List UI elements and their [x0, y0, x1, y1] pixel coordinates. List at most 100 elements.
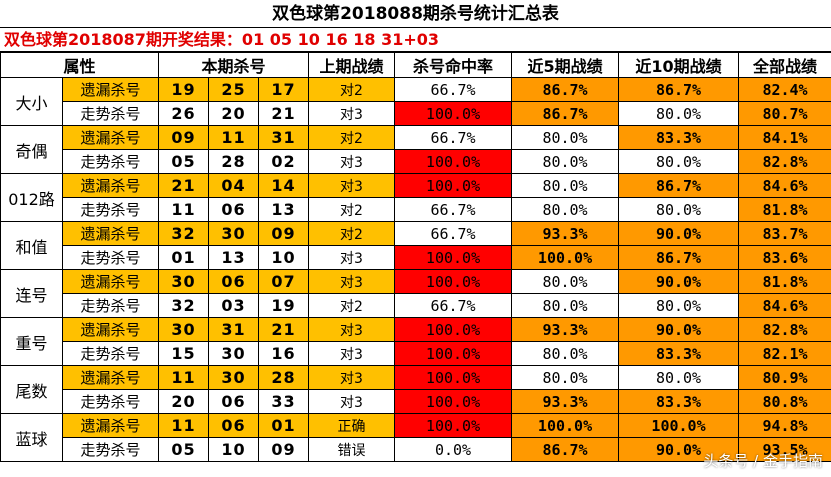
last5-cell: 80.0% — [511, 197, 620, 222]
kill-number-cell: 30 — [158, 317, 210, 342]
kill-number-cell: 32 — [158, 221, 210, 246]
hit-rate-cell: 100.0% — [394, 173, 513, 198]
table-row: 走势杀号 26 20 21 对3 100.0% 86.7% 80.0% 80.7% — [1, 101, 831, 126]
last-result-cell: 对3 — [308, 389, 396, 414]
table-row: 走势杀号 05 10 09 错误 0.0% 86.7% 90.0% 93.5% — [1, 437, 831, 462]
all-cell: 83.7% — [738, 221, 831, 246]
last-result-cell: 错误 — [308, 437, 396, 462]
all-cell: 82.4% — [738, 77, 831, 102]
last5-cell: 93.3% — [511, 317, 620, 342]
last-result-cell: 对3 — [308, 149, 396, 174]
hit-rate-cell: 66.7% — [394, 77, 513, 102]
table-row: 蓝球 遗漏杀号 11 06 01 正确 100.0% 100.0% 100.0% 94.8% — [0, 413, 831, 462]
hit-rate-cell: 100.0% — [394, 413, 513, 438]
kill-number-cell: 02 — [258, 149, 310, 174]
kill-number-cell: 11 — [158, 413, 210, 438]
kill-number-cell: 26 — [158, 101, 210, 126]
all-cell: 81.8% — [738, 269, 831, 294]
method-cell: 走势杀号 — [61, 389, 160, 414]
last10-cell: 100.0% — [618, 413, 740, 438]
all-cell: 80.7% — [738, 101, 831, 126]
last10-cell: 90.0% — [618, 437, 740, 462]
kill-number-cell: 28 — [258, 365, 310, 390]
all-cell: 82.8% — [738, 317, 831, 342]
all-cell: 93.5% — [738, 437, 831, 462]
last10-cell: 80.0% — [618, 197, 740, 222]
all-cell: 84.6% — [738, 173, 831, 198]
table-row: 尾数 遗漏杀号 11 30 28 对3 100.0% 80.0% 80.0% 80.9% — [0, 365, 831, 414]
header-last5: 近5期战绩 — [511, 52, 620, 78]
all-cell: 84.1% — [738, 125, 831, 150]
kill-number-cell: 30 — [208, 365, 260, 390]
last5-cell: 86.7% — [511, 437, 620, 462]
method-cell: 走势杀号 — [61, 293, 160, 318]
last-result-cell: 对2 — [308, 125, 396, 150]
last5-cell: 100.0% — [511, 245, 620, 270]
all-cell: 83.6% — [738, 245, 831, 270]
method-cell: 走势杀号 — [61, 197, 160, 222]
last10-cell: 90.0% — [618, 317, 740, 342]
last10-cell: 90.0% — [618, 269, 740, 294]
header-current-kill: 本期杀号 — [158, 52, 310, 78]
table-row: 走势杀号 15 30 16 对3 100.0% 80.0% 83.3% 82.1% — [1, 341, 831, 366]
kill-number-cell: 21 — [158, 173, 210, 198]
all-cell: 94.8% — [738, 413, 831, 438]
kill-number-cell: 32 — [158, 293, 210, 318]
method-cell: 走势杀号 — [61, 341, 160, 366]
kill-number-cell: 06 — [208, 197, 260, 222]
kill-number-cell: 05 — [158, 149, 210, 174]
hit-rate-cell: 66.7% — [394, 221, 513, 246]
last5-cell: 86.7% — [511, 77, 620, 102]
kill-number-cell: 31 — [208, 317, 260, 342]
kill-number-cell: 30 — [208, 341, 260, 366]
watermark-text: 头条号 / 金手指南 — [703, 452, 823, 470]
last-result-cell: 对3 — [308, 173, 396, 198]
method-cell: 走势杀号 — [61, 149, 160, 174]
last-result-cell: 对3 — [308, 269, 396, 294]
category-cell: 012路 — [0, 173, 63, 222]
last-result-cell: 对2 — [308, 197, 396, 222]
last10-cell: 83.3% — [618, 389, 740, 414]
kill-number-cell: 03 — [208, 293, 260, 318]
kill-number-cell: 11 — [158, 197, 210, 222]
all-cell: 81.8% — [738, 197, 831, 222]
category-cell: 奇偶 — [0, 125, 63, 174]
table-row: 和值 遗漏杀号 32 30 09 对2 66.7% 93.3% 90.0% 83.7% — [0, 221, 831, 270]
kill-number-cell: 20 — [158, 389, 210, 414]
hit-rate-cell: 100.0% — [394, 101, 513, 126]
kill-number-cell: 25 — [208, 77, 260, 102]
method-cell: 遗漏杀号 — [61, 77, 160, 102]
method-cell: 走势杀号 — [61, 101, 160, 126]
last5-cell: 93.3% — [511, 221, 620, 246]
last-result-cell: 正确 — [308, 413, 396, 438]
last10-cell: 80.0% — [618, 101, 740, 126]
method-cell: 遗漏杀号 — [61, 125, 160, 150]
method-cell: 遗漏杀号 — [61, 269, 160, 294]
all-cell: 82.8% — [738, 149, 831, 174]
table-row: 走势杀号 20 06 33 对3 100.0% 93.3% 83.3% 80.8% — [1, 389, 831, 414]
last-result-cell: 对3 — [308, 245, 396, 270]
hit-rate-cell: 66.7% — [394, 293, 513, 318]
table-row: 大小 遗漏杀号 19 25 17 对2 66.7% 86.7% 86.7% 82.4% — [0, 77, 831, 126]
kill-number-cell: 13 — [258, 197, 310, 222]
kill-number-cell: 28 — [208, 149, 260, 174]
method-cell: 遗漏杀号 — [61, 365, 160, 390]
last10-cell: 86.7% — [618, 77, 740, 102]
kill-number-cell: 06 — [208, 389, 260, 414]
last-result-cell: 对3 — [308, 101, 396, 126]
last10-cell: 86.7% — [618, 245, 740, 270]
table-row: 重号 遗漏杀号 30 31 21 对3 100.0% 93.3% 90.0% 82.8% — [0, 317, 831, 366]
hit-rate-cell: 100.0% — [394, 389, 513, 414]
header-last10: 近10期战绩 — [618, 52, 740, 78]
header-last-result: 上期战绩 — [308, 52, 396, 78]
kill-number-cell: 01 — [258, 413, 310, 438]
kill-number-cell: 33 — [258, 389, 310, 414]
method-cell: 遗漏杀号 — [61, 221, 160, 246]
method-cell: 走势杀号 — [61, 245, 160, 270]
kill-number-cell: 21 — [258, 101, 310, 126]
last5-cell: 80.0% — [511, 365, 620, 390]
kill-number-cell: 14 — [258, 173, 310, 198]
category-cell: 尾数 — [0, 365, 63, 414]
all-cell: 84.6% — [738, 293, 831, 318]
kill-number-cell: 15 — [158, 341, 210, 366]
